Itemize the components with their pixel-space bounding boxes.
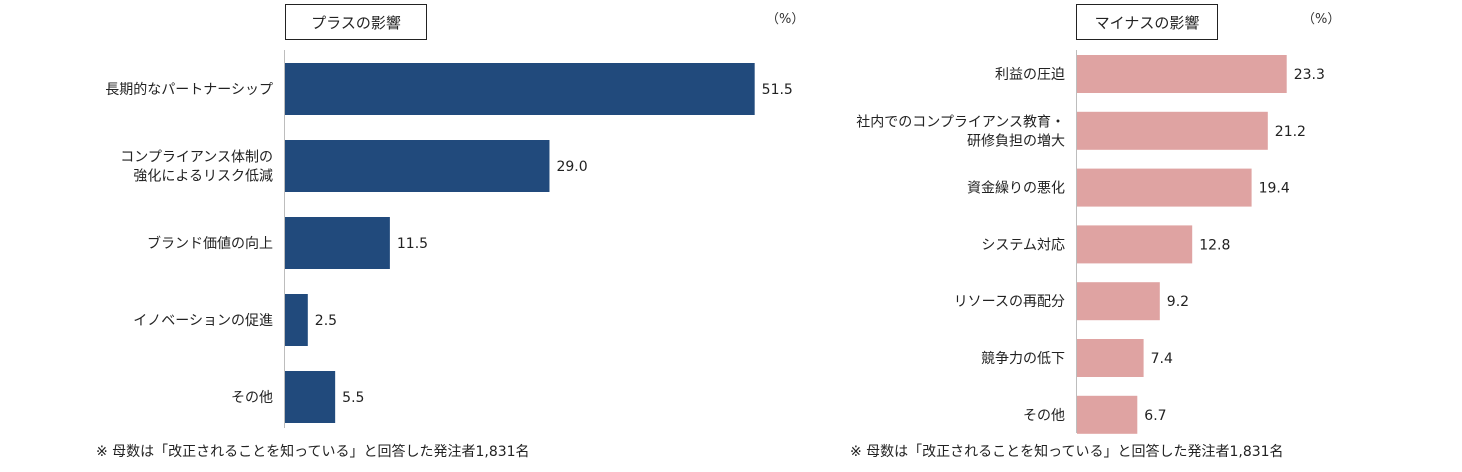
category-label: その他 — [231, 390, 273, 406]
bar — [1077, 225, 1193, 264]
bar — [1077, 339, 1144, 377]
category-label: 長期的なパートナーシップ — [105, 82, 273, 98]
bar — [285, 217, 390, 269]
category-label: 利益の圧迫 — [995, 67, 1065, 83]
data-label: 19.4 — [1259, 181, 1290, 197]
chart-title: マイナスの影響 — [1076, 4, 1218, 40]
data-label: 51.5 — [762, 82, 793, 98]
unit-label: （%） — [766, 12, 805, 27]
data-label: 12.8 — [1199, 237, 1230, 253]
category-axis — [1076, 50, 1077, 433]
bar — [1077, 111, 1268, 150]
data-label: 2.5 — [315, 313, 337, 329]
category-axis — [284, 50, 285, 428]
category-label: 社内でのコンプライアンス教育・ — [856, 114, 1065, 130]
category-label: 強化によるリスク低減 — [133, 168, 273, 185]
footnote: ※ 母数は「改正されることを知っている」と回答した発注者1,831名 — [96, 444, 530, 460]
bar — [285, 140, 550, 192]
category-label: 研修負担の増大 — [967, 133, 1065, 149]
bar — [1077, 168, 1252, 207]
bar-chart-minus: 23.3 利益の圧迫 21.2 社内でのコンプライアンス教育・研修負担の増大 19.4 資… — [856, 55, 1325, 434]
data-label: 6.7 — [1144, 408, 1166, 424]
chart-title: プラスの影響 — [285, 4, 427, 40]
bar — [1077, 395, 1138, 434]
bar — [285, 294, 308, 346]
bar — [285, 63, 755, 115]
bar-chart-plus: 51.5 長期的なパートナーシップ 29.0 コンプライアンス体制の強化によるリスク低… — [105, 63, 793, 423]
category-label: その他 — [1023, 408, 1065, 424]
category-label: 資金繰りの悪化 — [967, 181, 1065, 197]
data-label: 7.4 — [1151, 351, 1173, 367]
category-label: ブランド価値の向上 — [147, 235, 273, 252]
category-label: システム対応 — [981, 237, 1065, 253]
bar — [1077, 55, 1287, 93]
category-label: リソースの再配分 — [954, 294, 1065, 310]
data-label: 9.2 — [1167, 294, 1189, 310]
category-label: イノベーションの促進 — [133, 313, 273, 329]
data-label: 23.3 — [1294, 67, 1325, 83]
footnote: ※ 母数は「改正されることを知っている」と回答した発注者1,831名 — [850, 444, 1284, 460]
data-label: 29.0 — [556, 159, 587, 175]
bar — [285, 371, 336, 423]
data-label: 21.2 — [1275, 124, 1306, 140]
category-label: 競争力の低下 — [981, 351, 1065, 367]
data-label: 5.5 — [342, 390, 364, 406]
unit-label: （%） — [1302, 12, 1341, 27]
category-label: コンプライアンス体制の — [120, 150, 273, 166]
data-label: 11.5 — [397, 236, 428, 252]
bar — [1077, 282, 1160, 321]
chart-panel-plus: プラスの影響 （%） 51.5 長期的なパートナーシップ 29.0 コンプライアンス体… — [96, 4, 805, 460]
